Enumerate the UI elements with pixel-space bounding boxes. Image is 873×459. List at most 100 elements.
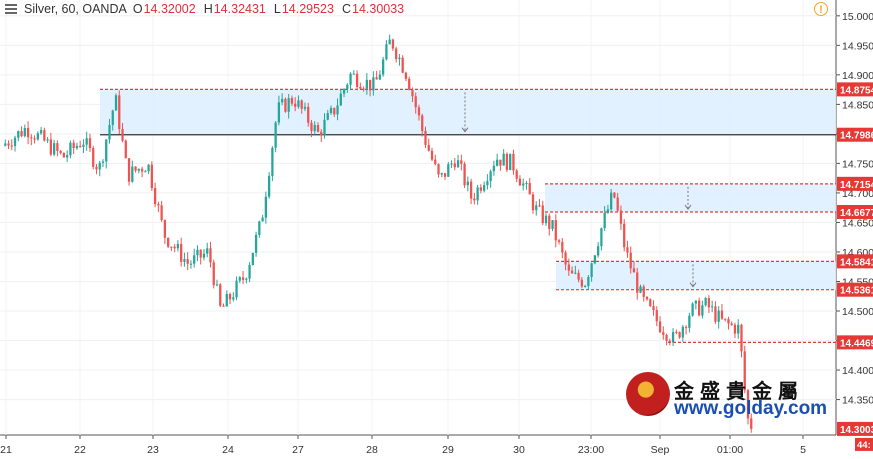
candle-body (678, 332, 681, 338)
candle-body (245, 278, 248, 280)
candle-body (401, 57, 404, 73)
y-tick-label: 14.700 (842, 188, 873, 200)
candle-body (316, 124, 320, 132)
candle-body (56, 143, 59, 151)
candle-body (469, 181, 473, 199)
candle-body (557, 240, 561, 242)
x-tick-label: 23 (147, 444, 159, 456)
candle-body (170, 246, 173, 248)
candle-body (681, 326, 684, 338)
candle-body (593, 255, 597, 264)
candle-body (310, 122, 313, 132)
candle-body (196, 249, 199, 256)
candle-body (13, 137, 17, 147)
candle-body (23, 128, 26, 137)
candle-body (199, 249, 202, 258)
price-level-label: 14.5841 (840, 257, 873, 268)
candle-body (20, 131, 23, 137)
warning-icon[interactable]: ! (814, 2, 828, 16)
candle-body (528, 183, 531, 195)
candle-body (7, 143, 10, 146)
candle-body (450, 163, 453, 165)
x-tick-label: 21 (0, 444, 12, 456)
candle-body (62, 152, 66, 158)
candle-body (522, 183, 525, 186)
candle-body (750, 418, 753, 429)
candle-body (336, 105, 339, 115)
candle-body (206, 248, 209, 254)
x-tick-label: Sep (651, 444, 670, 456)
candle-body (281, 98, 284, 103)
candle-body (202, 253, 206, 258)
candle-body (313, 124, 316, 132)
candle-body (746, 390, 750, 419)
price-level-tag (837, 254, 873, 269)
candle-body (427, 144, 430, 151)
supply-zone (100, 89, 836, 135)
candle-body (697, 300, 701, 316)
candle-body (443, 173, 447, 177)
candle-body (180, 243, 183, 262)
candle-body (466, 181, 469, 186)
low-label: L (273, 2, 281, 16)
x-tick-label: 29 (442, 444, 454, 456)
candle-body (153, 188, 157, 205)
candle-body (140, 168, 144, 172)
candle-body (101, 161, 105, 163)
candle-body (333, 107, 336, 115)
price-level-label: 14.4469 (840, 338, 873, 349)
candle-body (629, 252, 632, 269)
candle-body (509, 153, 512, 170)
y-tick-label: 15.000 (842, 11, 873, 23)
candle-body (88, 138, 92, 149)
x-tick-label: 30 (513, 444, 525, 456)
candle-body (26, 128, 30, 138)
candle-body (652, 306, 655, 311)
candle-body (307, 106, 310, 123)
x-tick-label: 5 (800, 444, 806, 456)
candle-body (554, 220, 557, 241)
candle-body (662, 332, 665, 335)
candle-body (4, 143, 7, 146)
price-level-tag (837, 205, 873, 220)
candle-body (372, 77, 375, 91)
candle-body (36, 133, 39, 140)
candle-body (675, 332, 678, 334)
y-tick-label: 14.900 (842, 70, 873, 82)
y-tick-label: 14.850 (842, 99, 873, 111)
candle-body (707, 298, 711, 308)
candle-body (79, 145, 82, 147)
candle-body (623, 223, 626, 248)
candle-body (668, 340, 671, 343)
candle-body (95, 166, 98, 170)
candle-body (388, 39, 391, 45)
price-level-label: 14.6677 (840, 208, 873, 219)
candle-body (359, 86, 362, 89)
candle-body (225, 294, 228, 307)
candle-body (727, 319, 730, 324)
candle-body (134, 166, 137, 171)
candle-body (639, 286, 642, 293)
price-level-tag (837, 127, 873, 142)
candle-body (616, 197, 619, 211)
candle-body (476, 187, 479, 201)
candle-body (297, 100, 300, 107)
candle-body (730, 323, 733, 325)
candle-body (505, 153, 509, 170)
price-level-tag (837, 335, 873, 350)
candle-body (645, 296, 649, 300)
candle-body (108, 125, 111, 140)
x-tick-label: 01:00 (717, 444, 743, 456)
zone-arrow-head (689, 282, 697, 288)
candle-body (368, 79, 372, 91)
x-tick-label: 23:00 (578, 444, 604, 456)
candle-body (254, 234, 258, 253)
candle-body (365, 79, 368, 89)
close-value: 14.30033 (352, 2, 405, 16)
candle-body (518, 178, 522, 186)
supply-zone (545, 183, 836, 213)
menu-icon[interactable] (4, 3, 18, 15)
candle-body (131, 166, 134, 182)
